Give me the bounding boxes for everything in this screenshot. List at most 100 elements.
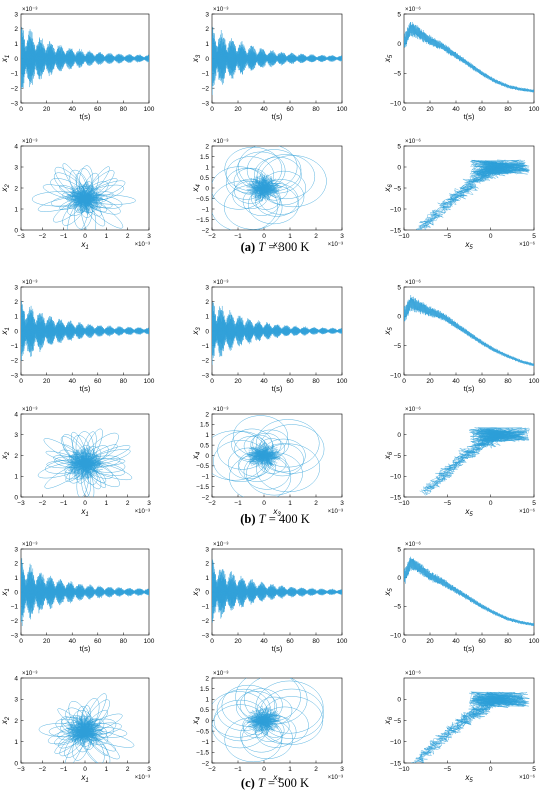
time-series-line — [212, 302, 342, 365]
y-tick-label: −2 — [202, 760, 210, 767]
y-tick-label: 3 — [14, 164, 18, 171]
x-tick-label: 3 — [340, 500, 344, 507]
phase-loop — [254, 156, 302, 194]
data-series — [21, 27, 149, 90]
y-axis-label: x1 — [0, 327, 11, 335]
y-tick-label: −15 — [390, 760, 401, 767]
y-tick-label: −5 — [394, 71, 402, 78]
time-series-line — [404, 295, 534, 367]
x-tick-label: 0 — [19, 106, 23, 113]
y-tick-label: 1 — [14, 474, 18, 481]
x-tick-label: 100 — [529, 638, 540, 645]
y-exponent-label: ×10⁻³ — [22, 280, 37, 286]
y-tick-label: 4 — [14, 411, 18, 418]
y-tick-label: −10 — [390, 474, 401, 481]
x-tick-label: 2 — [126, 233, 130, 240]
x-exponent-label: ×10⁻⁶ — [519, 774, 535, 781]
x-tick-label: −3 — [17, 500, 25, 507]
y-tick-label: 1.5 — [200, 154, 209, 161]
x-tick-label: 0 — [402, 638, 406, 645]
y-axis-label: x2 — [0, 451, 11, 460]
y-tick-label: 1 — [14, 739, 18, 746]
chart-panel-b-x4-vs-x3: −2 −1 0 1 2 3 −2 −1.5 −1 −0.5 0 0.5 1 1.5 2 ×10⁻³ ×10⁻³ x… — [191, 407, 344, 518]
time-series-line — [21, 27, 149, 90]
phase-loop — [84, 197, 124, 229]
y-tick-label: 1 — [14, 575, 18, 582]
x-tick-label: −5 — [444, 500, 452, 507]
phase-core — [66, 713, 104, 747]
phase-loop — [212, 691, 269, 738]
y-tick-label: −2 — [11, 85, 19, 92]
x-tick-label: 1 — [105, 500, 109, 507]
y-tick-label: 1 — [14, 206, 18, 213]
x-tick-label: −5 — [444, 233, 452, 240]
x-axis-label: t(s) — [272, 644, 283, 653]
y-tick-label: −1 — [11, 71, 19, 78]
phase-loop — [259, 424, 325, 474]
x-tick-label: 0 — [83, 500, 87, 507]
x-tick-label: 80 — [312, 106, 320, 113]
phase-cluster — [469, 159, 531, 175]
data-series — [415, 159, 531, 230]
x-exponent-label: ×10⁻³ — [328, 509, 343, 515]
x-tick-label: −2 — [39, 233, 47, 240]
y-tick-label: −1 — [11, 604, 19, 611]
x-tick-label: 20 — [43, 106, 51, 113]
x-tick-label: 100 — [144, 106, 155, 113]
x-tick-label: 5 — [532, 500, 536, 507]
x-tick-label: 2 — [126, 500, 130, 507]
x-tick-label: 80 — [120, 378, 128, 385]
x-tick-label: 60 — [286, 638, 294, 645]
x-tick-label: 100 — [144, 378, 155, 385]
phase-cluster — [468, 427, 530, 443]
phase-trajectory — [415, 160, 513, 230]
phase-loop — [258, 438, 285, 459]
x-axis-label: t(s) — [272, 112, 283, 121]
chart-panel-b-x2-vs-x1: −3 −2 −1 0 1 2 3 0 1 2 3 4 ×10⁻³ ×10⁻³ x1 x2 — [0, 407, 151, 518]
y-tick-label: 3 — [205, 546, 209, 553]
y-tick-label: −10 — [390, 632, 401, 639]
phase-loop — [235, 678, 301, 723]
x-tick-label: 20 — [234, 106, 242, 113]
y-tick-label: −3 — [202, 372, 210, 379]
chart-panel-c-x1-vs-ts: 0 20 40 60 80 100 −3 −2 −1 0 1 2 3 ×10⁻³ t(s) x1 — [0, 542, 155, 653]
x-exponent-label: ×10⁻³ — [328, 775, 343, 781]
y-tick-label: 3 — [14, 697, 18, 704]
phase-loop — [244, 678, 308, 725]
x-tick-label: −2 — [39, 766, 47, 773]
x-tick-label: 2 — [314, 766, 318, 773]
y-tick-label: 0 — [205, 185, 209, 192]
time-series-line — [212, 559, 342, 623]
x-tick-label: 40 — [452, 638, 460, 645]
caption-tag: (c) — [240, 776, 255, 790]
y-exponent-label: ×10⁻³ — [22, 671, 37, 677]
x-axis-label: x3 — [272, 240, 281, 251]
phase-core — [246, 441, 281, 471]
caption-a: (a) T = 300 K — [0, 240, 550, 255]
phase-loop — [212, 704, 269, 749]
x-tick-label: 0 — [210, 106, 214, 113]
y-axis-label: x1 — [0, 55, 11, 63]
x-tick-label: 2 — [314, 233, 318, 240]
phase-loop — [256, 443, 320, 493]
y-tick-label: 2 — [205, 675, 209, 682]
caption-b: (b) T = 400 K — [0, 512, 550, 527]
x-axis-label: x5 — [464, 240, 473, 251]
x-tick-label: −1 — [60, 233, 68, 240]
time-series-line — [404, 556, 534, 626]
x-tick-label: 60 — [478, 638, 486, 645]
y-axis-label: x2 — [0, 184, 11, 193]
data-series — [37, 428, 133, 497]
y-tick-label: 2 — [205, 299, 209, 306]
caption-variable: T — [258, 240, 266, 254]
phase-loop — [213, 699, 267, 742]
x-tick-label: 80 — [120, 106, 128, 113]
data-series — [404, 556, 534, 626]
y-tick-label: −1 — [202, 71, 210, 78]
y-tick-label: 0 — [205, 453, 209, 460]
x-tick-label: −2 — [39, 500, 47, 507]
x-tick-label: 3 — [147, 233, 151, 240]
x-tick-label: 20 — [43, 378, 51, 385]
